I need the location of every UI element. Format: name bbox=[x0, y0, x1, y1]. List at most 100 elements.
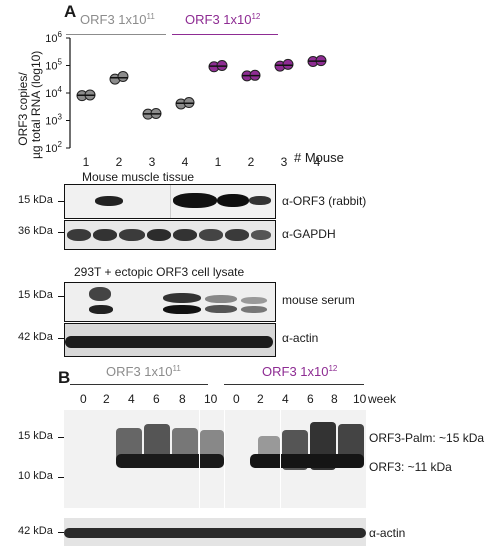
week-label: 6 bbox=[153, 392, 160, 406]
x-tick-label: 3 bbox=[149, 155, 156, 169]
y-tick-label: 104 bbox=[45, 85, 62, 100]
week-labels: 0 2 4 6 8 10 0 2 4 6 8 10 bbox=[0, 392, 500, 408]
blot-actin-a bbox=[64, 323, 276, 357]
x-tick-label: 4 bbox=[314, 155, 321, 169]
blot-orf3-timecourse bbox=[64, 410, 366, 508]
blot-band bbox=[241, 297, 267, 304]
blot-orf3-rabbit bbox=[64, 184, 276, 219]
blot2-marker: 36 kDa bbox=[18, 225, 53, 237]
group-low-dose-label: ORF3 1x1011 bbox=[80, 12, 155, 27]
b-marker-15: 15 kDa bbox=[18, 430, 53, 442]
x-axis-suffix: # Mouse bbox=[294, 150, 344, 165]
week-label: 4 bbox=[128, 392, 135, 406]
y-tick-label: 106 bbox=[45, 30, 62, 45]
b-group-high-dose-exp: 12 bbox=[328, 364, 338, 373]
week-label: 0 bbox=[80, 392, 87, 406]
lysate-title: 293T + ectopic ORF3 cell lysate bbox=[74, 265, 245, 279]
blot-gapdh bbox=[64, 220, 276, 250]
blot-band bbox=[163, 293, 201, 303]
blot-lane-divider bbox=[280, 410, 281, 508]
x-tick-label: 3 bbox=[281, 155, 288, 169]
blot3-marker-tick bbox=[58, 296, 64, 297]
muscle-tissue-title: Mouse muscle tissue bbox=[82, 170, 195, 184]
blot-band bbox=[95, 196, 123, 206]
blot1-marker-tick bbox=[58, 201, 64, 202]
group-low-dose-exp: 11 bbox=[146, 12, 155, 21]
blot-band bbox=[65, 336, 273, 348]
week-label: 8 bbox=[331, 392, 338, 406]
blot-band bbox=[249, 196, 271, 205]
week-label: 4 bbox=[282, 392, 289, 406]
blot-lane-divider bbox=[224, 410, 225, 508]
blot2-marker-tick bbox=[58, 232, 64, 233]
blot-band bbox=[163, 305, 201, 314]
b-actin-marker: 42 kDa bbox=[18, 525, 53, 537]
group-high-dose-label: ORF3 1x1012 bbox=[185, 12, 260, 27]
data-point bbox=[117, 70, 129, 82]
group-low-dose-bracket bbox=[66, 34, 166, 35]
week-label: 2 bbox=[103, 392, 110, 406]
blot-band bbox=[89, 287, 111, 301]
group-high-dose-exp: 12 bbox=[251, 12, 261, 21]
x-tick-label: 1 bbox=[83, 155, 90, 169]
blot3-antibody-label: mouse serum bbox=[282, 293, 355, 307]
panel-a-label: A bbox=[64, 2, 77, 21]
b-group-low-dose-bracket bbox=[70, 384, 208, 385]
blot-actin-b bbox=[64, 518, 366, 546]
y-tick-label: 105 bbox=[45, 58, 62, 73]
group-high-dose-bracket bbox=[172, 34, 278, 35]
b-marker-15-tick bbox=[58, 437, 64, 438]
blot-band bbox=[173, 193, 217, 208]
blot1-marker: 15 kDa bbox=[18, 194, 53, 206]
blot-mouse-serum bbox=[64, 282, 276, 322]
blot-band bbox=[119, 229, 145, 241]
blot2-antibody-label: α-GAPDH bbox=[282, 227, 336, 241]
blot-band bbox=[205, 305, 237, 313]
week-label: 2 bbox=[257, 392, 264, 406]
x-tick-label: 2 bbox=[248, 155, 255, 169]
week-label: 0 bbox=[233, 392, 240, 406]
b-marker-10-tick bbox=[58, 477, 64, 478]
blot-band bbox=[250, 454, 364, 468]
x-tick-label: 4 bbox=[182, 155, 189, 169]
blot1-antibody-label: α-ORF3 (rabbit) bbox=[282, 194, 367, 208]
blot-band bbox=[64, 528, 366, 538]
blot-band bbox=[93, 229, 117, 241]
blot4-marker: 42 kDa bbox=[18, 331, 53, 343]
band-upper-label: ORF3-Palm: ~15 kDa bbox=[369, 431, 485, 445]
b-actin-label: α-actin bbox=[369, 526, 406, 540]
b-actin-marker-tick bbox=[58, 532, 64, 533]
y-tick-label: 102 bbox=[45, 140, 62, 155]
blot-lane-divider bbox=[199, 410, 200, 508]
x-tick-label: 2 bbox=[116, 155, 123, 169]
blot-band bbox=[217, 194, 249, 207]
blot-band bbox=[199, 229, 223, 241]
b-group-high-dose-prefix: ORF3 1x10 bbox=[262, 364, 329, 379]
blot-band bbox=[241, 306, 267, 313]
blot-band bbox=[67, 229, 91, 241]
group-high-dose-prefix: ORF3 1x10 bbox=[185, 12, 252, 27]
b-group-low-dose-label: ORF3 1x1011 bbox=[106, 364, 181, 379]
b-group-high-dose-bracket bbox=[224, 384, 364, 385]
blot-band bbox=[89, 305, 113, 314]
blot4-marker-tick bbox=[58, 338, 64, 339]
panel-b-label: B bbox=[58, 368, 71, 387]
blot3-marker: 15 kDa bbox=[18, 289, 53, 301]
x-tick-label: 1 bbox=[215, 155, 222, 169]
blot-band bbox=[225, 229, 249, 241]
b-group-high-dose-label: ORF3 1x1012 bbox=[262, 364, 337, 379]
blot-lane-divider bbox=[170, 185, 171, 218]
blot-band bbox=[116, 454, 224, 468]
blot-band bbox=[147, 229, 171, 241]
data-point bbox=[282, 58, 294, 70]
blot-band bbox=[205, 295, 237, 303]
scatter-chart: 106 105 104 103 102 1 2 3 4 1 2 3 4 bbox=[45, 30, 327, 169]
week-label: 10 bbox=[353, 392, 367, 406]
group-low-dose-prefix: ORF3 1x10 bbox=[80, 12, 147, 27]
week-label: 8 bbox=[179, 392, 186, 406]
blot4-antibody-label: α-actin bbox=[282, 331, 319, 345]
blot-band bbox=[251, 230, 271, 240]
week-label: 10 bbox=[204, 392, 218, 406]
b-group-low-dose-prefix: ORF3 1x10 bbox=[106, 364, 173, 379]
b-marker-10: 10 kDa bbox=[18, 470, 53, 482]
